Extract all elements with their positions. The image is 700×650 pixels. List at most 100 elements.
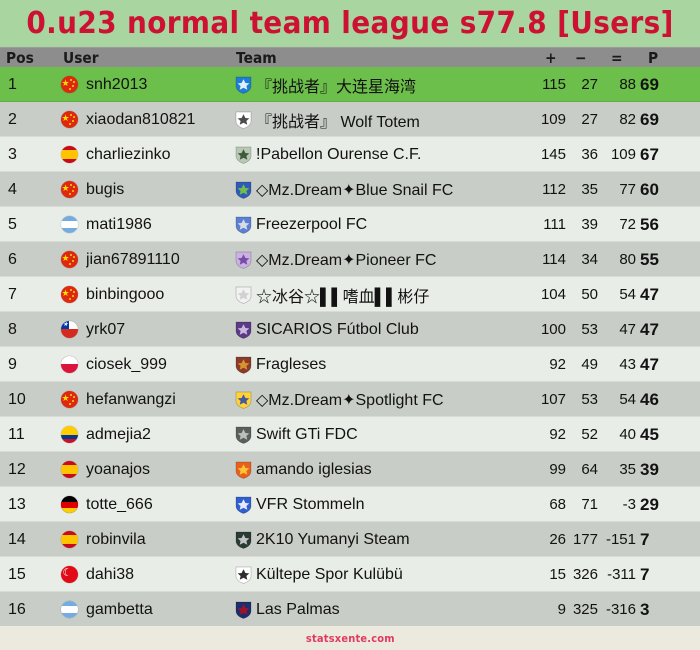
cell-team[interactable]: amando iglesias — [256, 460, 372, 478]
cell-points: 46 — [640, 389, 659, 409]
cell-position: 5 — [8, 215, 17, 233]
cell-user[interactable]: xiaodan810821 — [86, 110, 196, 128]
cell-team[interactable]: 2K10 Yumanyi Steam — [256, 530, 410, 548]
cell-goals-for: 26 — [549, 531, 566, 548]
team-badge-icon — [232, 67, 254, 102]
flag-spain — [58, 137, 80, 172]
cell-user[interactable]: totte_666 — [86, 495, 153, 513]
cell-team[interactable]: ◇Mz.Dream✦Pioneer FC — [256, 251, 437, 269]
cell-position: 7 — [8, 285, 17, 303]
cell-points: 69 — [640, 109, 659, 129]
cell-goals-against: 49 — [581, 356, 598, 373]
team-badge-icon — [232, 137, 254, 172]
cell-user[interactable]: hefanwangzi — [86, 390, 176, 408]
cell-goals-against: 177 — [572, 531, 598, 548]
column-header-pos[interactable]: Pos — [6, 49, 34, 67]
cell-goals-for: 9 — [557, 601, 566, 618]
badge-blueyel — [235, 391, 252, 409]
cell-team[interactable]: ☆冰谷☆▌▌嗜血▌▌彬仔 — [256, 288, 430, 306]
cell-goals-against: 64 — [581, 461, 598, 478]
table-row[interactable]: 14 robinvila 2K10 Yumanyi Steam 26 177 -151 7 — [0, 522, 700, 557]
cell-user[interactable]: ciosek_999 — [86, 355, 167, 373]
cell-team[interactable]: VFR Stommeln — [256, 495, 365, 513]
table-row[interactable]: 8 ★ yrk07 SICARIOS Fútbol Club 100 53 47 47 — [0, 312, 700, 347]
cell-team[interactable]: Freezerpool FC — [256, 215, 368, 233]
table-row[interactable]: 9 ciosek_999 Fragleses 92 49 43 47 — [0, 347, 700, 382]
cell-goals-for: 145 — [540, 146, 566, 163]
cell-goal-diff: 77 — [619, 181, 636, 198]
flag-china — [58, 277, 80, 312]
flag-argentina — [58, 592, 80, 627]
column-header-user[interactable]: User — [63, 49, 99, 67]
table-row[interactable]: 12 yoanajos amando iglesias 99 64 35 39 — [0, 452, 700, 487]
column-header-plus[interactable]: + — [545, 49, 557, 67]
table-row[interactable]: 16 gambetta Las Palmas 9 325 -316 3 — [0, 592, 700, 627]
table-row[interactable]: 13 totte_666 VFR Stommeln 68 71 -3 29 — [0, 487, 700, 522]
flag-germany — [58, 487, 80, 522]
cell-user[interactable]: snh2013 — [86, 75, 148, 93]
column-header-minus[interactable]: − — [575, 49, 587, 67]
cell-goal-diff: 88 — [619, 76, 636, 93]
cell-user[interactable]: binbingooo — [86, 285, 165, 303]
cell-team[interactable]: ◇Mz.Dream✦Spotlight FC — [256, 391, 444, 409]
table-row[interactable]: 6 jian67891110 ◇Mz.Dream✦Pioneer FC 114 34 80… — [0, 242, 700, 277]
cell-team[interactable]: Fragleses — [256, 355, 327, 373]
cell-user[interactable]: charliezinko — [86, 145, 171, 163]
cell-goals-against: 27 — [581, 111, 598, 128]
cell-goals-for: 114 — [542, 251, 566, 268]
cell-team[interactable]: Kültepe Spor Kulübü — [256, 565, 403, 583]
table-row[interactable]: 11 admejia2 Swift GTi FDC 92 52 40 45 — [0, 417, 700, 452]
site-watermark: statsxente.com — [305, 631, 395, 645]
column-header-points[interactable]: P — [648, 49, 659, 67]
cell-team[interactable]: 『挑战者』 Wolf Totem — [256, 113, 420, 131]
team-badge-icon — [232, 277, 254, 312]
badge-fiore — [235, 251, 252, 269]
cell-team[interactable]: SICARIOS Fútbol Club — [256, 320, 419, 338]
team-badge-icon — [232, 417, 254, 452]
cell-user[interactable]: yrk07 — [86, 320, 126, 338]
cell-team[interactable]: Swift GTi FDC — [256, 425, 358, 443]
cell-team[interactable]: 『挑战者』大连星海湾 — [256, 78, 417, 96]
badge-purple — [235, 321, 252, 339]
badge-circle — [235, 146, 252, 164]
badge-eagle — [235, 566, 252, 584]
column-header-team[interactable]: Team — [236, 49, 277, 67]
cell-user[interactable]: dahi38 — [86, 565, 135, 583]
team-badge-icon — [232, 207, 254, 242]
table-row[interactable]: 10 hefanwangzi ◇Mz.Dream✦Spotlight FC 107 53… — [0, 382, 700, 417]
cell-user[interactable]: bugis — [86, 180, 125, 198]
team-badge-icon — [232, 347, 254, 382]
cell-user[interactable]: gambetta — [86, 600, 153, 618]
team-badge-icon — [232, 592, 254, 627]
flag-chile: ★ — [58, 312, 80, 347]
cell-points: 47 — [640, 284, 659, 304]
flag-spain — [58, 452, 80, 487]
cell-user[interactable]: yoanajos — [86, 460, 151, 478]
flag-china — [58, 67, 80, 102]
cell-goal-diff: 80 — [619, 251, 636, 268]
cell-team[interactable]: !Pabellon Ourense C.F. — [256, 145, 422, 163]
cell-points: 69 — [640, 74, 659, 94]
cell-team[interactable]: Las Palmas — [256, 600, 340, 618]
cell-user[interactable]: admejia2 — [86, 425, 151, 443]
footer: statsxente.com — [0, 626, 700, 650]
team-badge-icon — [232, 452, 254, 487]
cell-points: 55 — [640, 249, 659, 269]
cell-team[interactable]: ◇Mz.Dream✦Blue Snail FC — [256, 181, 454, 199]
cell-user[interactable]: jian67891110 — [86, 250, 180, 268]
cell-position: 11 — [8, 425, 25, 443]
table-row[interactable]: 5 mati1986 Freezerpool FC 111 39 72 56 — [0, 207, 700, 242]
cell-user[interactable]: mati1986 — [86, 215, 152, 233]
table-row[interactable]: 3 charliezinko !Pabellon Ourense C.F. 145 36… — [0, 137, 700, 172]
flag-colombia — [58, 417, 80, 452]
column-header-equals[interactable]: = — [611, 49, 623, 67]
cell-goals-against: 52 — [581, 426, 598, 443]
badge-orange — [235, 461, 252, 479]
cell-user[interactable]: robinvila — [86, 530, 146, 548]
